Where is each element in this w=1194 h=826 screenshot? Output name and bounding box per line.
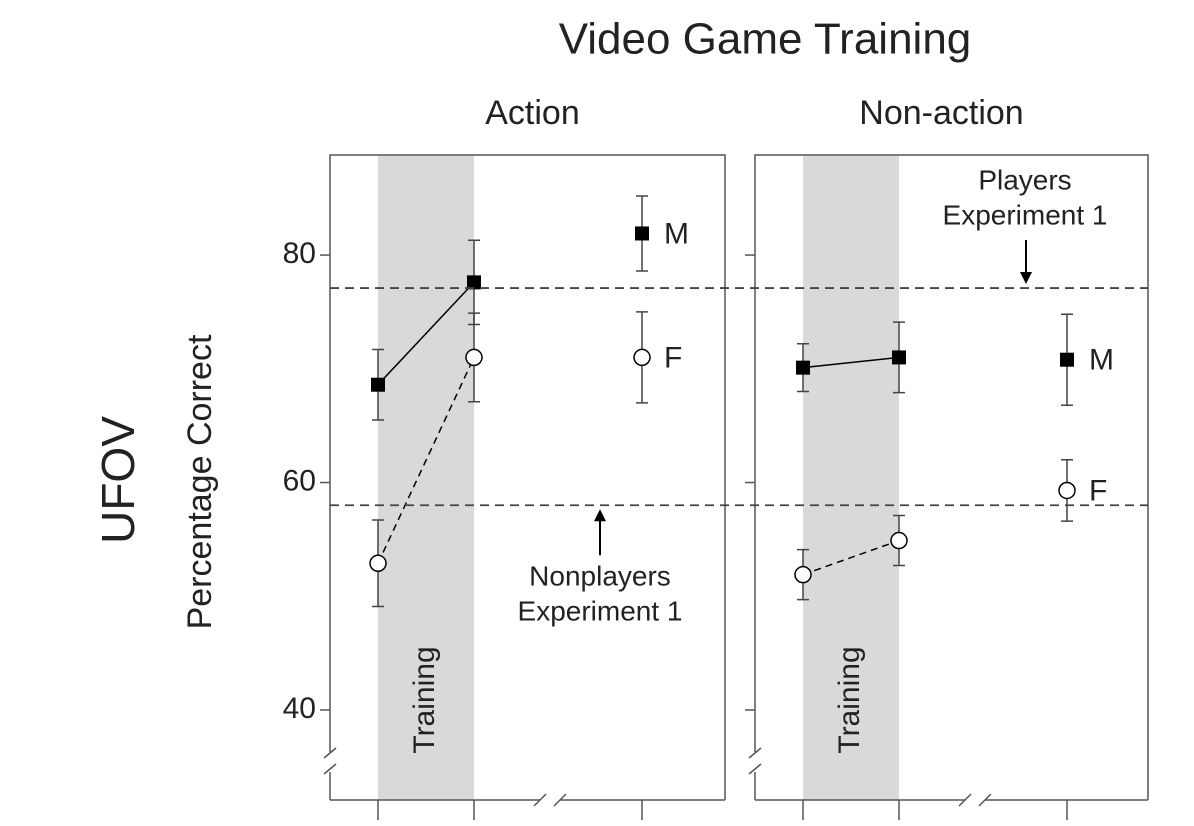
annotation: Players [978, 164, 1071, 195]
y-tick-label: 40 [283, 692, 316, 725]
marker [635, 226, 649, 241]
figure-title: Video Game Training [559, 15, 972, 64]
arrow-head [594, 509, 606, 522]
marker [1060, 352, 1074, 367]
y-axis-label: Percentage Correct [181, 334, 219, 629]
marker [1058, 481, 1076, 500]
training-band [378, 155, 474, 800]
band-label: Training [408, 646, 441, 753]
group-label: UFOV [92, 416, 144, 544]
series-line [377, 281, 475, 386]
marker [465, 348, 483, 367]
marker [892, 350, 906, 365]
marker [633, 348, 651, 367]
marker [796, 360, 810, 375]
annotation: Nonplayers [529, 561, 671, 592]
marker [467, 275, 481, 290]
annotation: Experiment 1 [518, 596, 683, 627]
annotation: Experiment 1 [943, 199, 1108, 230]
series-line [377, 357, 475, 564]
panel-title: Non-action [859, 94, 1023, 132]
marker [371, 377, 385, 392]
series-line [802, 539, 900, 576]
frame [754, 154, 1149, 800]
series-label: M [664, 217, 689, 250]
axis-break [533, 793, 567, 807]
series-label: M [1089, 344, 1114, 377]
series-label: F [664, 341, 682, 374]
y-tick-label: 60 [283, 464, 316, 497]
marker [369, 554, 387, 573]
panel-title: Action [485, 94, 580, 132]
axis-break [748, 747, 762, 775]
arrow-head [1020, 272, 1032, 285]
marker [890, 531, 908, 550]
frame [329, 154, 726, 800]
series-label: F [1089, 474, 1107, 507]
band-label: Training [833, 646, 866, 753]
marker [794, 565, 812, 584]
y-tick-label: 80 [283, 237, 316, 270]
training-band [803, 155, 899, 800]
axis-break [323, 747, 337, 775]
series-line [802, 356, 900, 369]
axis-break [958, 793, 992, 807]
